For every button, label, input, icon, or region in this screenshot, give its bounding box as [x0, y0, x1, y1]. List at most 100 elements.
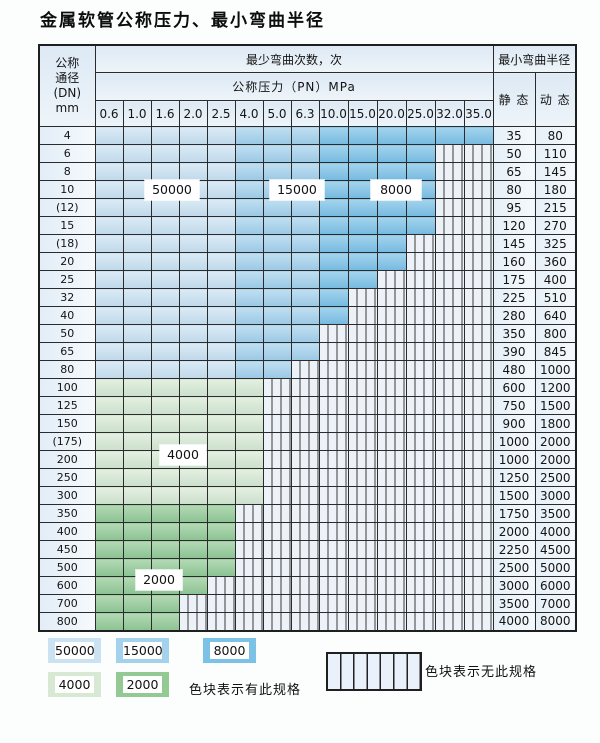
spec-available-cell	[206, 306, 236, 325]
no-spec-cell	[463, 216, 494, 235]
no-spec-cell	[262, 396, 292, 415]
no-spec-cell	[463, 522, 494, 541]
spec-available-cell	[150, 126, 180, 145]
spec-available-cell	[234, 450, 264, 469]
spec-available-cell	[376, 198, 407, 217]
no-spec-cell	[463, 558, 494, 577]
no-spec-cell	[318, 414, 349, 433]
no-spec-cell	[463, 162, 494, 181]
spec-available-cell	[122, 234, 152, 253]
table-row-dn-15: 15 120 270	[38, 216, 577, 235]
dynamic-radius-value: 2000	[534, 450, 577, 469]
dynamic-radius-value: 640	[534, 306, 577, 325]
spec-available-cell	[122, 126, 152, 145]
spec-available-cell	[122, 162, 152, 181]
spec-available-cell	[434, 126, 465, 145]
dynamic-radius-value: 6000	[534, 576, 577, 595]
spec-available-cell	[178, 216, 208, 235]
spec-available-cell	[178, 270, 208, 289]
spec-available-cell	[290, 126, 320, 145]
no-spec-cell	[262, 504, 292, 523]
spec-available-cell	[178, 288, 208, 307]
dynamic-radius-value: 270	[534, 216, 577, 235]
dynamic-radius-value: 845	[534, 342, 577, 361]
dynamic-radius-value: 3000	[534, 486, 577, 505]
spec-available-cell	[234, 306, 264, 325]
no-spec-cell	[434, 522, 465, 541]
no-spec-cell	[405, 558, 436, 577]
no-spec-cell	[463, 396, 494, 415]
no-spec-cell	[347, 288, 378, 307]
table-row-dn-400: 400 2000 4000	[38, 522, 577, 541]
spec-available-cell	[178, 576, 208, 595]
spec-available-cell	[405, 126, 436, 145]
no-spec-cell	[376, 360, 407, 379]
dn-value: (175)	[38, 432, 96, 451]
no-spec-cell	[347, 360, 378, 379]
no-spec-cell	[434, 432, 465, 451]
no-spec-cell	[347, 558, 378, 577]
spec-available-cell	[347, 270, 378, 289]
no-spec-cell	[376, 270, 407, 289]
static-radius-value: 280	[492, 306, 536, 325]
no-spec-cell	[405, 612, 436, 631]
spec-available-cell	[234, 288, 264, 307]
spec-available-cell	[122, 144, 152, 163]
pressure-col-25.0: 25.0	[405, 100, 436, 127]
spec-available-cell	[122, 396, 152, 415]
spec-available-cell	[206, 450, 236, 469]
spec-available-cell	[376, 144, 407, 163]
static-radius-value: 35	[492, 126, 536, 145]
no-spec-cell	[405, 360, 436, 379]
nominal-pressure-header: 公称压力（PN）MPa	[94, 72, 494, 101]
no-spec-cell	[262, 432, 292, 451]
no-spec-cell	[347, 504, 378, 523]
spec-available-cell	[206, 234, 236, 253]
zone-label-2000: 2000	[136, 570, 182, 590]
spec-available-cell	[206, 360, 236, 379]
static-radius-value: 65	[492, 162, 536, 181]
no-spec-cell	[405, 324, 436, 343]
spec-available-cell	[178, 198, 208, 217]
spec-available-cell	[178, 252, 208, 271]
dynamic-radius-value: 8000	[534, 612, 577, 631]
spec-available-cell	[94, 144, 124, 163]
table-row-dn-4: 4 35 80	[38, 126, 577, 145]
spec-available-cell	[122, 288, 152, 307]
spec-available-cell	[262, 324, 292, 343]
no-spec-cell	[376, 612, 407, 631]
spec-available-cell	[376, 234, 407, 253]
table-row-dn-100: 100 600 1200	[38, 378, 577, 397]
static-radius-value: 95	[492, 198, 536, 217]
no-spec-cell	[376, 594, 407, 613]
no-spec-cell	[376, 378, 407, 397]
dn-value: 150	[38, 414, 96, 433]
spec-available-cell	[347, 216, 378, 235]
no-spec-cell	[434, 324, 465, 343]
no-spec-cell	[434, 378, 465, 397]
spec-available-cell	[150, 612, 180, 631]
spec-available-cell	[405, 198, 436, 217]
table-row-dn-600: 600 3000 6000	[38, 576, 577, 595]
spec-available-cell	[150, 324, 180, 343]
pressure-col-1.6: 1.6	[150, 100, 180, 127]
spec-available-cell	[94, 360, 124, 379]
legend-block-50000: 50000	[48, 638, 101, 663]
no-spec-cell	[434, 216, 465, 235]
no-spec-cell	[318, 396, 349, 415]
no-spec-cell	[405, 342, 436, 361]
spec-available-cell	[122, 450, 152, 469]
legend-block-label: 2000	[123, 676, 162, 693]
spec-available-cell	[94, 414, 124, 433]
no-spec-cell	[318, 486, 349, 505]
dynamic-radius-value: 7000	[534, 594, 577, 613]
dynamic-radius-value: 80	[534, 126, 577, 145]
no-spec-cell	[463, 450, 494, 469]
spec-available-cell	[150, 378, 180, 397]
table-row-dn-25: 25 175 400	[38, 270, 577, 289]
spec-available-cell	[94, 234, 124, 253]
spec-available-cell	[290, 324, 320, 343]
spec-table-body: 4 35 80 6 50 110 8 65 145 10 80 180 (12) 95 215 15 120 27…	[38, 126, 577, 631]
spec-available-cell	[206, 216, 236, 235]
no-spec-cell	[290, 558, 320, 577]
